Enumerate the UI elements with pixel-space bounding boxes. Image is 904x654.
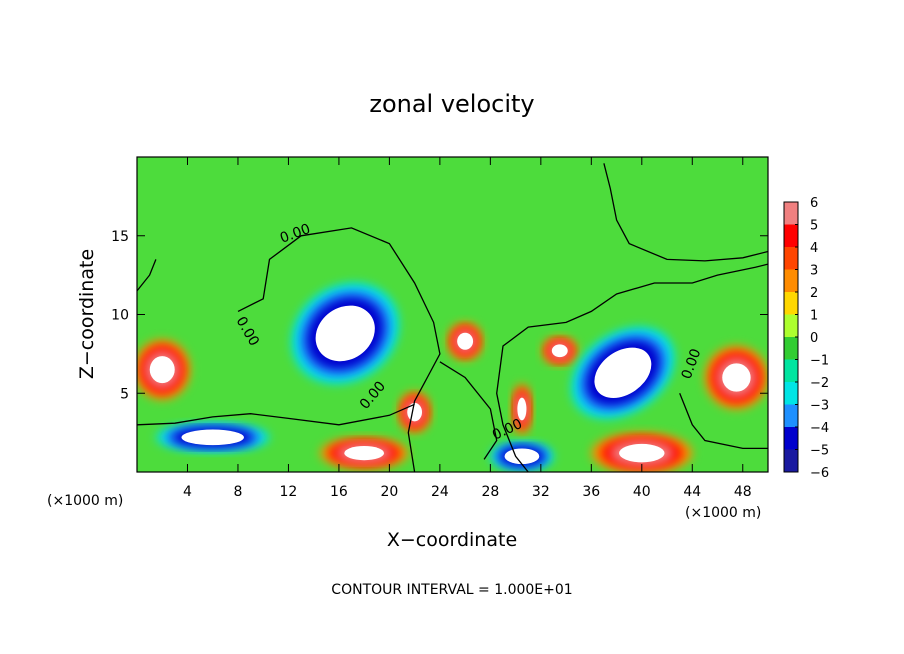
colorbar-label: 4 [810,241,818,256]
x-tick-label: 16 [330,484,348,500]
velocity-level [594,347,652,398]
positive-velocity-cell [511,383,533,435]
colorbar-segment [784,427,798,450]
colorbar-label: −1 [810,354,829,369]
colorbar-segment [784,359,798,382]
velocity-level [315,305,375,362]
chart-title: zonal velocity [369,90,534,118]
y-tick-label: 5 [120,386,129,402]
x-axis-unit: (×1000 m) [685,505,761,521]
colorbar: 6 5 4 3 2 1 0 −1 −2 −3 −4 −5 −6 [783,196,829,481]
velocity-level [181,429,244,446]
velocity-level [551,344,568,358]
x-tick-label: 4 [183,484,192,500]
zero-contour [496,263,768,472]
y-tick-label: 15 [111,229,129,245]
velocity-level [344,446,385,461]
positive-velocity-cell [137,339,190,400]
y-axis: 5 10 15 [111,229,768,402]
x-tick-label: 12 [280,484,298,500]
colorbar-label: 3 [810,264,818,279]
negative-velocity-cell [291,282,400,384]
colorbar-segment [784,404,798,427]
colorbar-label: −3 [810,399,829,414]
positive-velocity-cell [319,437,409,469]
velocity-level [457,332,474,350]
colorbar-label: −6 [810,466,829,481]
negative-velocity-cell [155,423,270,452]
zero-contour [603,163,768,262]
colorbar-label: −4 [810,421,829,436]
colorbar-label: −2 [810,376,829,391]
x-tick-label: 40 [633,484,651,500]
colorbar-segment [784,269,798,292]
colorbar-segment [784,292,798,315]
positive-velocity-cell [398,391,432,433]
positive-velocity-cell [591,432,693,472]
y-tick-label: 10 [111,308,129,324]
x-axis-label: X−coordinate [387,529,517,551]
zero-contour [237,227,441,472]
colorbar-segment [784,382,798,405]
colorbar-segment [784,202,798,225]
colorbar-label: 0 [810,331,818,346]
positive-velocity-cell [704,346,768,409]
x-axis: 4 8 12 16 20 24 28 32 36 40 44 48 [183,157,752,500]
x-tick-label: 36 [582,484,600,500]
colorbar-label: 2 [810,286,818,301]
zero-contour [137,403,415,426]
colorbar-segment [784,314,798,337]
positive-velocity-cell [542,336,578,365]
negative-velocity-cell [571,326,675,419]
zero-contour [679,393,768,450]
colorbar-segment [784,224,798,247]
zero-contour [137,259,157,292]
contour-interval-note: CONTOUR INTERVAL = 1.000E+01 [331,582,572,598]
velocity-level [407,402,423,422]
colorbar-segment [784,247,798,270]
velocity-level [722,363,751,392]
velocity-level [504,448,540,465]
x-tick-label: 32 [532,484,550,500]
x-tick-label: 44 [683,484,701,500]
colorbar-segment [784,337,798,360]
velocity-level [517,397,527,421]
colorbar-label: 6 [810,196,818,211]
contour-lines [137,163,768,472]
positive-velocity-cell [447,322,483,361]
y-axis-unit: (×1000 m) [47,493,123,509]
velocity-level [619,443,665,463]
x-tick-label: 24 [431,484,449,500]
negative-velocity-cell [490,442,554,471]
x-tick-label: 28 [481,484,499,500]
colorbar-segment [784,449,798,472]
velocity-field [137,282,768,472]
colorbar-label: 5 [810,219,818,234]
zero-contour [439,361,498,460]
x-tick-label: 20 [380,484,398,500]
x-tick-label: 48 [734,484,752,500]
y-axis-label: Z−coordinate [76,249,98,379]
velocity-level [149,356,175,384]
colorbar-label: −5 [810,444,829,459]
x-tick-label: 8 [233,484,242,500]
plot-background [137,157,768,472]
colorbar-label: 1 [810,309,818,324]
